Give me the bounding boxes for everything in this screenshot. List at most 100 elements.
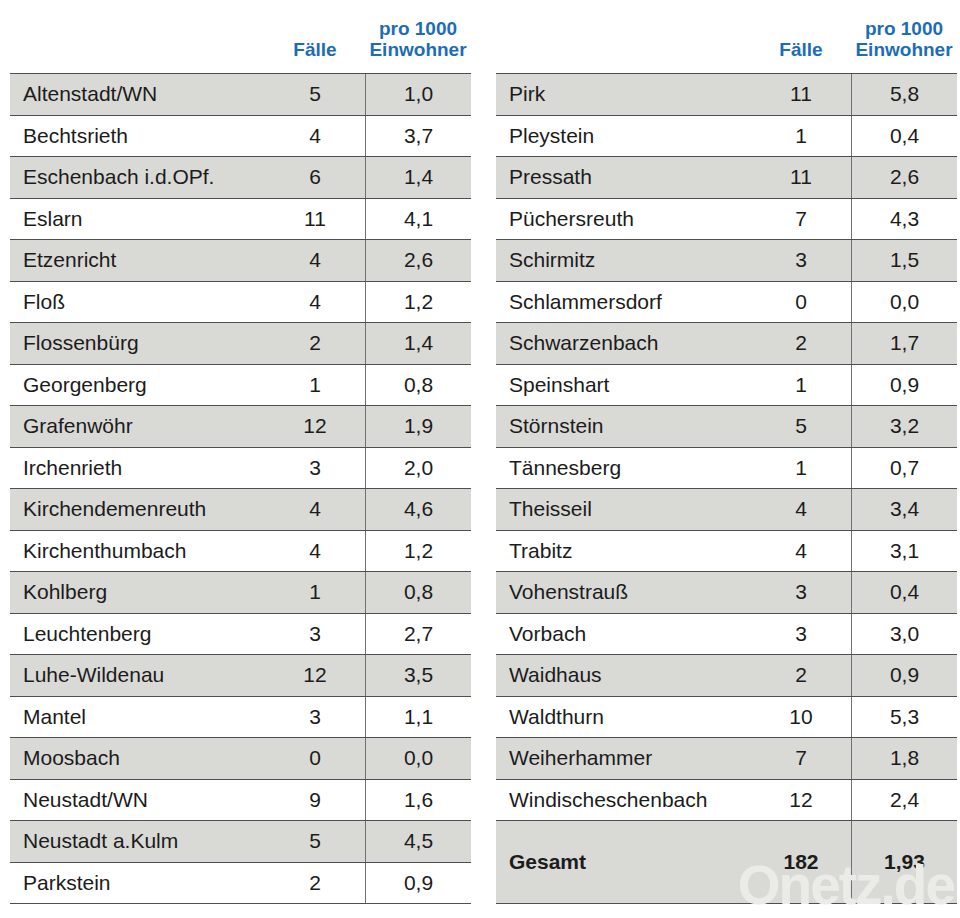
header-per1000-line2: Einwohner bbox=[851, 39, 957, 60]
cell-name: Theisseil bbox=[496, 489, 751, 530]
header-per1000-label: pro 1000 Einwohner bbox=[851, 18, 957, 73]
table-row: Bechtsrieth43,7 bbox=[10, 116, 471, 158]
table-left-header: Fälle pro 1000 Einwohner bbox=[10, 0, 471, 73]
cell-cases: 3 bbox=[265, 448, 365, 489]
cell-cases: 6 bbox=[265, 157, 365, 198]
table-row: Etzenricht42,6 bbox=[10, 240, 471, 282]
cell-name: Schlammersdorf bbox=[496, 282, 751, 323]
cell-rate: 2,4 bbox=[851, 780, 957, 821]
cell-rate: 0,0 bbox=[851, 282, 957, 323]
cell-cases: 9 bbox=[265, 780, 365, 821]
cell-name: Störnstein bbox=[496, 406, 751, 447]
table-right-header: Fälle pro 1000 Einwohner bbox=[496, 0, 957, 73]
cell-total-label: Gesamt bbox=[496, 821, 751, 903]
cell-rate: 2,0 bbox=[365, 448, 471, 489]
cell-cases: 7 bbox=[751, 199, 851, 240]
table-row: Pirk115,8 bbox=[496, 74, 957, 116]
cell-name: Tännesberg bbox=[496, 448, 751, 489]
cell-rate: 4,5 bbox=[365, 821, 471, 862]
table-row: Waldthurn105,3 bbox=[496, 697, 957, 739]
cell-cases: 2 bbox=[265, 863, 365, 904]
cell-rate: 4,3 bbox=[851, 199, 957, 240]
cell-name: Pirk bbox=[496, 74, 751, 115]
cell-name: Speinshart bbox=[496, 365, 751, 406]
table-row: Flossenbürg21,4 bbox=[10, 323, 471, 365]
total-row: Gesamt 182 1,93 bbox=[496, 821, 957, 904]
cell-cases: 11 bbox=[751, 74, 851, 115]
cell-rate: 0,8 bbox=[365, 365, 471, 406]
cell-rate: 2,6 bbox=[365, 240, 471, 281]
table-row: Leuchtenberg32,7 bbox=[10, 614, 471, 656]
cell-rate: 4,6 bbox=[365, 489, 471, 530]
case-statistics-tables: Fälle pro 1000 Einwohner Altenstadt/WN51… bbox=[0, 0, 960, 904]
table-left: Fälle pro 1000 Einwohner Altenstadt/WN51… bbox=[10, 0, 471, 904]
cell-name: Neustadt/WN bbox=[10, 780, 265, 821]
cell-rate: 5,3 bbox=[851, 697, 957, 738]
cell-name: Kirchendemenreuth bbox=[10, 489, 265, 530]
cell-cases: 1 bbox=[265, 365, 365, 406]
cell-rate: 0,9 bbox=[365, 863, 471, 904]
cell-name: Kirchenthumbach bbox=[10, 531, 265, 572]
cell-rate: 3,2 bbox=[851, 406, 957, 447]
table-row: Luhe-Wildenau123,5 bbox=[10, 655, 471, 697]
table-row: Grafenwöhr121,9 bbox=[10, 406, 471, 448]
table-row: Eschenbach i.d.OPf.61,4 bbox=[10, 157, 471, 199]
cell-cases: 1 bbox=[751, 448, 851, 489]
cell-name: Grafenwöhr bbox=[10, 406, 265, 447]
cell-cases: 3 bbox=[265, 697, 365, 738]
cell-name: Kohlberg bbox=[10, 572, 265, 613]
table-row: Vohenstrauß30,4 bbox=[496, 572, 957, 614]
cell-rate: 1,9 bbox=[365, 406, 471, 447]
table-row: Altenstadt/WN51,0 bbox=[10, 74, 471, 116]
table-row: Kohlberg10,8 bbox=[10, 572, 471, 614]
table-row: Tännesberg10,7 bbox=[496, 448, 957, 490]
cell-cases: 0 bbox=[751, 282, 851, 323]
cell-name: Luhe-Wildenau bbox=[10, 655, 265, 696]
cell-cases: 1 bbox=[265, 572, 365, 613]
cell-name: Trabitz bbox=[496, 531, 751, 572]
cell-name: Parkstein bbox=[10, 863, 265, 904]
cell-name: Georgenberg bbox=[10, 365, 265, 406]
cell-cases: 10 bbox=[751, 697, 851, 738]
cell-rate: 0,7 bbox=[851, 448, 957, 489]
table-row: Speinshart10,9 bbox=[496, 365, 957, 407]
cell-total-cases: 182 bbox=[751, 821, 851, 903]
cell-name: Waldthurn bbox=[496, 697, 751, 738]
cell-rate: 1,1 bbox=[365, 697, 471, 738]
table-row: Theisseil43,4 bbox=[496, 489, 957, 531]
table-row: Eslarn114,1 bbox=[10, 199, 471, 241]
table-row: Püchersreuth74,3 bbox=[496, 199, 957, 241]
cell-cases: 5 bbox=[265, 74, 365, 115]
table-row: Floß41,2 bbox=[10, 282, 471, 324]
cell-cases: 5 bbox=[751, 406, 851, 447]
table-row: Schwarzenbach21,7 bbox=[496, 323, 957, 365]
cell-cases: 4 bbox=[751, 531, 851, 572]
cell-rate: 1,5 bbox=[851, 240, 957, 281]
table-row: Pressath112,6 bbox=[496, 157, 957, 199]
header-per1000-line2: Einwohner bbox=[365, 39, 471, 60]
cell-cases: 11 bbox=[751, 157, 851, 198]
cell-cases: 4 bbox=[265, 489, 365, 530]
cell-rate: 0,4 bbox=[851, 572, 957, 613]
table-row: Schirmitz31,5 bbox=[496, 240, 957, 282]
table-row: Windischeschenbach122,4 bbox=[496, 780, 957, 822]
cell-rate: 0,0 bbox=[365, 738, 471, 779]
cell-rate: 5,8 bbox=[851, 74, 957, 115]
cell-name: Püchersreuth bbox=[496, 199, 751, 240]
cell-cases: 12 bbox=[751, 780, 851, 821]
cell-rate: 3,4 bbox=[851, 489, 957, 530]
cell-rate: 2,7 bbox=[365, 614, 471, 655]
cell-rate: 1,0 bbox=[365, 74, 471, 115]
cell-name: Schwarzenbach bbox=[496, 323, 751, 364]
cell-name: Waidhaus bbox=[496, 655, 751, 696]
cell-cases: 3 bbox=[265, 614, 365, 655]
cell-name: Floß bbox=[10, 282, 265, 323]
cell-rate: 1,2 bbox=[365, 531, 471, 572]
cell-name: Weiherhammer bbox=[496, 738, 751, 779]
table-row: Moosbach00,0 bbox=[10, 738, 471, 780]
table-row: Waidhaus20,9 bbox=[496, 655, 957, 697]
table-row: Trabitz43,1 bbox=[496, 531, 957, 573]
table-row: Schlammersdorf00,0 bbox=[496, 282, 957, 324]
header-per1000-label: pro 1000 Einwohner bbox=[365, 18, 471, 73]
cell-rate: 3,5 bbox=[365, 655, 471, 696]
